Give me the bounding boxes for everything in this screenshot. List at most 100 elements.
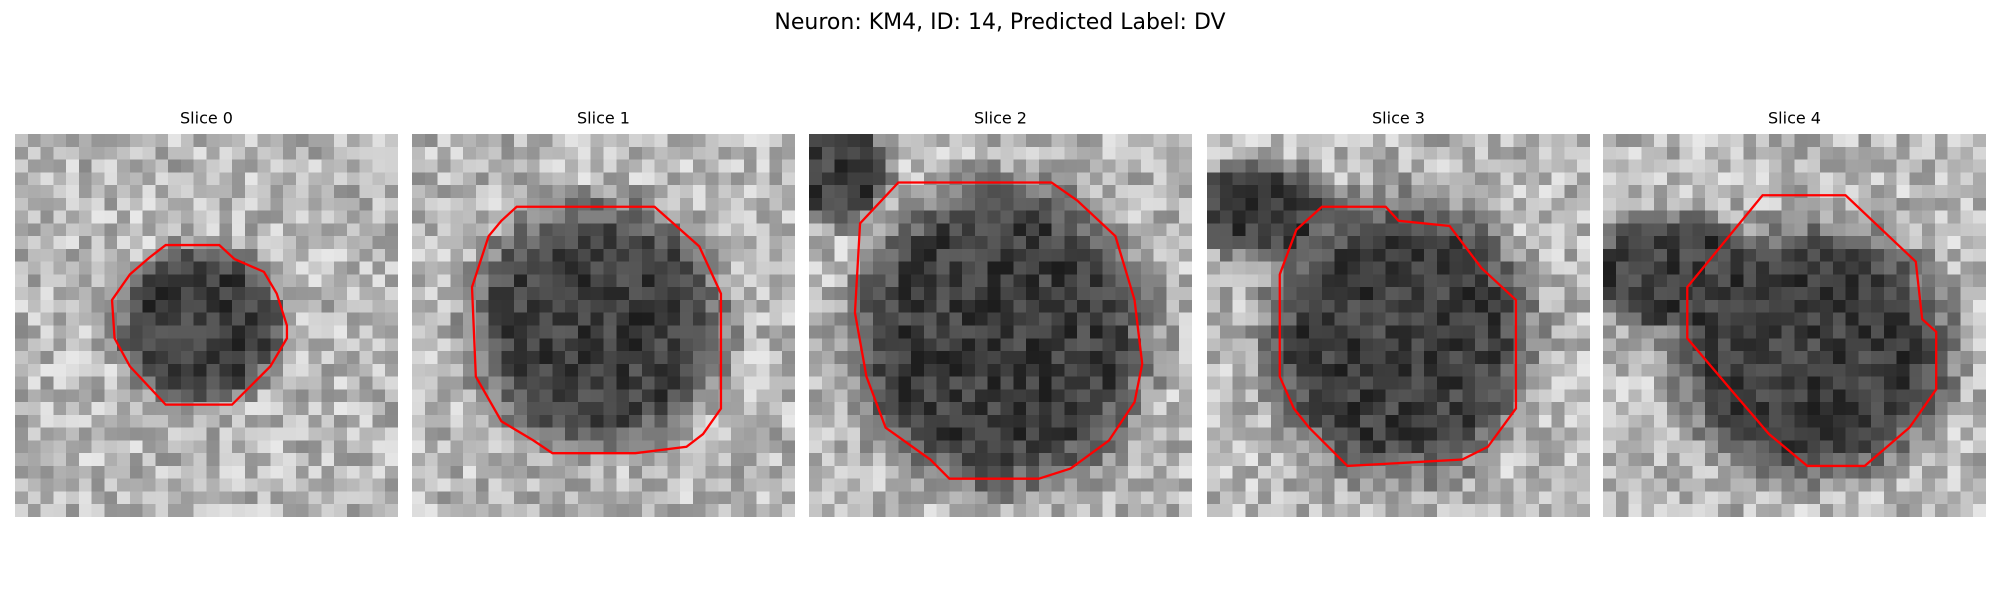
pixel — [616, 414, 630, 428]
pixel — [718, 223, 732, 237]
pixel — [1845, 261, 1859, 275]
pixel — [1398, 197, 1412, 211]
pixel — [1258, 287, 1271, 301]
pixel — [974, 134, 988, 147]
pixel — [1756, 134, 1770, 147]
pixel — [78, 351, 92, 364]
pixel — [1398, 491, 1412, 505]
pixel — [1973, 504, 1987, 518]
pixel — [974, 376, 988, 390]
pixel — [1768, 134, 1782, 147]
pixel — [629, 312, 642, 326]
pixel — [1219, 210, 1233, 224]
pixel — [1000, 261, 1014, 275]
pixel — [129, 363, 143, 377]
pixel — [949, 261, 963, 275]
pixel — [104, 197, 118, 211]
pixel — [782, 338, 796, 352]
pixel — [731, 465, 744, 479]
pixel — [834, 312, 848, 326]
pixel — [526, 134, 540, 147]
pixel — [334, 172, 347, 186]
pixel — [78, 478, 92, 492]
pixel — [680, 491, 693, 505]
pixel — [1372, 274, 1386, 288]
pixel — [552, 338, 566, 352]
pixel — [1564, 363, 1578, 377]
pixel — [15, 248, 28, 262]
pixel — [501, 261, 515, 275]
pixel — [104, 223, 118, 237]
pixel — [1577, 261, 1591, 275]
pixel — [680, 453, 693, 466]
pixel — [1321, 312, 1335, 326]
pixel — [834, 185, 848, 198]
pixel — [1845, 440, 1859, 454]
pixel — [193, 159, 207, 173]
pixel — [1807, 197, 1821, 211]
pixel — [1756, 159, 1770, 173]
pixel — [1705, 134, 1718, 147]
pixel — [1603, 376, 1616, 390]
pixel — [834, 389, 848, 403]
pixel — [705, 146, 719, 160]
pixel — [1436, 172, 1450, 186]
pixel — [155, 312, 169, 326]
pixel — [1038, 274, 1052, 288]
pixel — [1449, 504, 1463, 518]
pixel — [1128, 146, 1141, 160]
pixel — [911, 134, 924, 147]
pixel — [91, 197, 105, 211]
pixel — [821, 389, 835, 403]
pixel — [501, 351, 515, 364]
pixel — [488, 197, 502, 211]
pixel — [1628, 325, 1642, 339]
pixel — [1207, 389, 1220, 403]
pixel — [1896, 274, 1910, 288]
pixel — [1526, 210, 1539, 224]
pixel — [1666, 465, 1680, 479]
pixel — [603, 402, 617, 415]
pixel — [1845, 146, 1859, 160]
pixel — [117, 312, 130, 326]
pixel — [641, 172, 655, 186]
pixel — [1207, 274, 1220, 288]
pixel — [53, 185, 67, 198]
pixel — [847, 491, 861, 505]
pixel — [334, 159, 347, 173]
pixel — [1321, 236, 1335, 249]
pixel — [346, 274, 360, 288]
pixel — [1807, 325, 1821, 339]
pixel — [475, 427, 489, 441]
pixel — [1896, 299, 1910, 313]
pixel — [667, 274, 681, 288]
pixel — [15, 351, 28, 364]
pixel — [1641, 465, 1655, 479]
pixel — [526, 248, 540, 262]
pixel — [782, 274, 796, 288]
pixel — [692, 312, 706, 326]
pixel — [1424, 440, 1437, 454]
pixel — [372, 312, 386, 326]
pixel — [898, 210, 912, 224]
pixel — [526, 453, 540, 466]
pixel — [1321, 185, 1335, 198]
pixel — [1768, 402, 1782, 415]
pixel — [987, 223, 1001, 237]
pixel — [1756, 312, 1770, 326]
pixel — [526, 504, 540, 518]
pixel — [641, 414, 655, 428]
pixel — [1000, 414, 1014, 428]
pixel — [1232, 465, 1246, 479]
pixel — [1909, 491, 1923, 505]
pixel — [1781, 491, 1795, 505]
pixel — [1140, 274, 1154, 288]
pixel — [385, 185, 399, 198]
pixel — [872, 491, 886, 505]
pixel — [1564, 414, 1578, 428]
pixel — [1232, 478, 1246, 492]
pixel — [488, 261, 502, 275]
pixel — [1513, 261, 1527, 275]
pixel — [155, 185, 169, 198]
pixel — [1296, 287, 1310, 301]
